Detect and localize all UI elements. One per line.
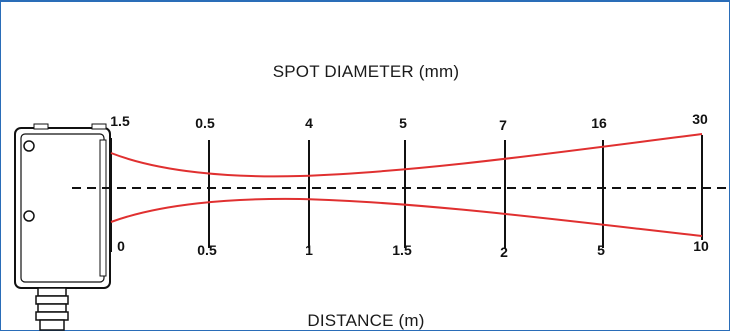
distance-label-3: 1.5 xyxy=(392,242,412,258)
spot-diameter-title: SPOT DIAMETER (mm) xyxy=(272,62,460,81)
distance-title: DISTANCE (m) xyxy=(307,311,425,330)
distance-label-1: 0.5 xyxy=(197,242,217,258)
spot-label-1: 0.5 xyxy=(195,115,215,131)
distance-label-6: 10 xyxy=(693,238,709,254)
spot-label-0: 1.5 xyxy=(110,113,130,129)
distance-label-5: 5 xyxy=(597,242,605,258)
distance-label-2: 1 xyxy=(305,242,313,258)
spot-label-3: 5 xyxy=(399,115,407,131)
beam-upper-edge xyxy=(110,133,703,178)
distance-markers xyxy=(110,135,703,252)
sensor-device xyxy=(14,123,111,331)
distance-label-4: 2 xyxy=(500,244,508,260)
spot-label-5: 16 xyxy=(591,115,607,131)
spot-label-6: 30 xyxy=(692,111,708,127)
spot-label-4: 7 xyxy=(499,117,507,133)
spot-label-2: 4 xyxy=(305,115,313,131)
distance-label-0: 0 xyxy=(117,238,125,254)
beam-lower-edge xyxy=(110,197,703,237)
